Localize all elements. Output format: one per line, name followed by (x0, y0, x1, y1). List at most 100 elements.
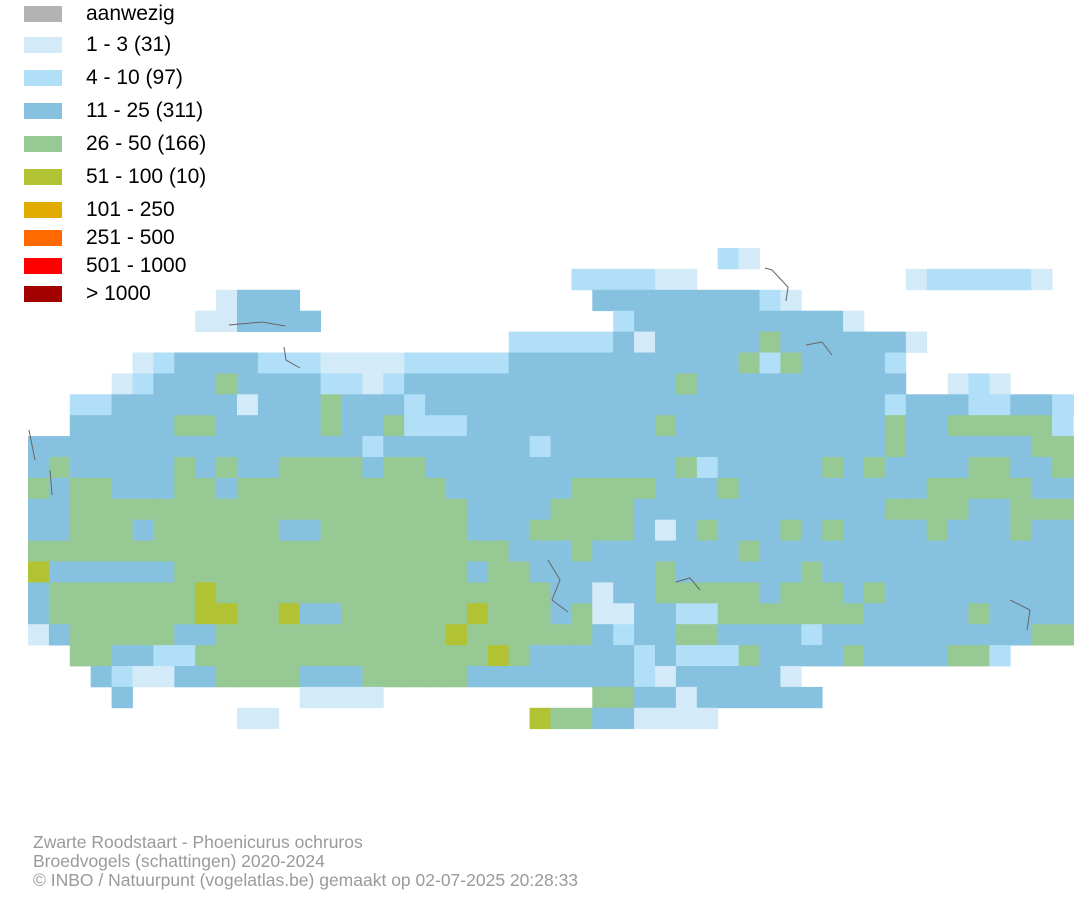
grid-square (738, 603, 760, 625)
grid-square (634, 624, 656, 646)
grid-square (780, 561, 802, 583)
grid-square (571, 477, 593, 500)
legend-label: 4 - 10 (97) (86, 66, 183, 89)
grid-square (257, 477, 280, 500)
grid-square (362, 498, 384, 521)
legend-label: > 1000 (86, 282, 151, 305)
grid-square (466, 519, 489, 541)
grid-square (738, 310, 760, 332)
grid-square (446, 603, 468, 625)
grid-square (90, 603, 112, 625)
grid-square (320, 457, 342, 479)
grid-square (843, 415, 865, 437)
grid-square (299, 498, 321, 521)
copyright-credit: © INBO / Natuurpunt (vogelatlas.be) gema… (33, 870, 579, 890)
grid-square (383, 436, 405, 458)
grid-square (801, 519, 823, 541)
grid-square (696, 394, 719, 416)
grid-square (383, 540, 405, 562)
grid-square (864, 519, 886, 541)
grid-square (696, 666, 719, 688)
grid-square (655, 436, 677, 458)
border-line (805, 341, 833, 356)
grid-square (1052, 498, 1074, 521)
grid-square (613, 415, 635, 437)
grid-square (341, 477, 363, 500)
grid-square (28, 519, 50, 541)
grid-square (738, 498, 760, 521)
grid-square (383, 624, 405, 646)
grid-square (216, 477, 238, 500)
grid-square (195, 457, 217, 479)
grid-square (989, 436, 1011, 458)
grid-square (299, 436, 321, 458)
grid-square (655, 373, 677, 395)
grid-square (864, 415, 886, 437)
grid-square (801, 373, 823, 395)
grid-square (1010, 498, 1032, 521)
grid-square (237, 519, 259, 541)
grid-square (257, 289, 280, 312)
grid-square (780, 394, 802, 416)
grid-square (404, 624, 426, 646)
grid-square (383, 519, 405, 541)
grid-square (404, 666, 426, 688)
grid-square (738, 519, 760, 541)
grid-square (404, 561, 426, 583)
grid-square (864, 436, 886, 458)
grid-square (1052, 457, 1074, 479)
grid-square (968, 436, 990, 458)
grid-square (968, 624, 990, 646)
grid-square (738, 331, 760, 353)
grid-square (425, 540, 447, 562)
grid-square (28, 582, 50, 604)
grid-square (278, 394, 301, 416)
grid-square (1031, 519, 1053, 541)
grid-square (1031, 561, 1053, 583)
grid-square (487, 519, 510, 541)
grid-square (968, 394, 990, 416)
grid-square (592, 331, 614, 353)
grid-square (550, 457, 572, 479)
grid-square (195, 477, 217, 500)
grid-square (299, 561, 321, 583)
grid-square (487, 477, 510, 500)
grid-square (843, 352, 865, 374)
grid-square (1010, 415, 1032, 437)
grid-square (362, 666, 384, 688)
grid-square (1052, 477, 1074, 500)
grid-square (613, 666, 635, 688)
grid-square (634, 519, 656, 541)
grid-square (780, 624, 802, 646)
grid-square (341, 666, 363, 688)
grid-square (822, 394, 844, 416)
grid-square (884, 519, 907, 541)
grid-square (237, 394, 259, 416)
grid-square (237, 582, 259, 604)
grid-square (738, 561, 760, 583)
grid-square (675, 519, 698, 541)
grid-square (655, 519, 677, 541)
grid-square (968, 540, 990, 562)
grid-square (843, 373, 865, 395)
grid-square (529, 603, 551, 625)
grid-square (592, 436, 614, 458)
grid-square (341, 457, 363, 479)
grid-square (508, 561, 530, 583)
border-line (28, 429, 36, 461)
grid-square (1031, 540, 1053, 562)
grid-square (508, 394, 530, 416)
grid-square (404, 603, 426, 625)
grid-square (299, 352, 321, 374)
grid-square (90, 415, 112, 437)
grid-square (989, 582, 1011, 604)
grid-square (383, 561, 405, 583)
grid-square (341, 373, 363, 395)
grid-square (153, 540, 175, 562)
grid-square (780, 352, 802, 374)
grid-square (195, 561, 217, 583)
grid-square (195, 645, 217, 667)
grid-square (487, 457, 510, 479)
grid-square (299, 519, 321, 541)
grid-square (655, 310, 677, 332)
